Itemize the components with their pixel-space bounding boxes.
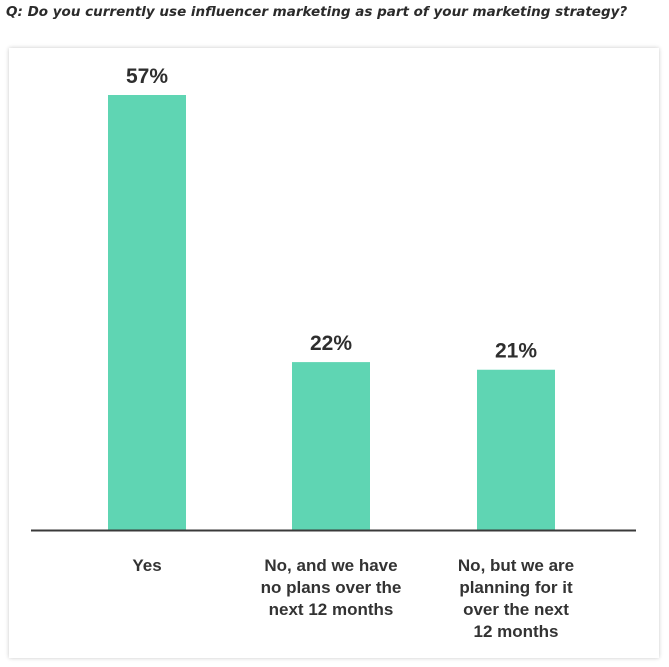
category-label-1: Yes xyxy=(132,556,161,575)
value-label-2: 22% xyxy=(310,332,352,355)
chart-card: 57% 22% 21% Yes No, and we have no plans over… xyxy=(9,48,659,658)
value-label-3: 21% xyxy=(495,340,537,363)
bar-chart: 57% 22% 21% Yes No, and we have no plans over… xyxy=(31,65,636,641)
bar-3 xyxy=(477,369,555,530)
category-label-3: No, but we are planning for it over the ne… xyxy=(458,556,574,641)
bar-1 xyxy=(108,95,186,530)
bar-2 xyxy=(292,362,370,530)
survey-question: Q: Do you currently use influencer marke… xyxy=(6,4,628,20)
category-label-2: No, and we have no plans over the next 12 … xyxy=(261,556,402,619)
value-label-1: 57% xyxy=(126,65,168,88)
